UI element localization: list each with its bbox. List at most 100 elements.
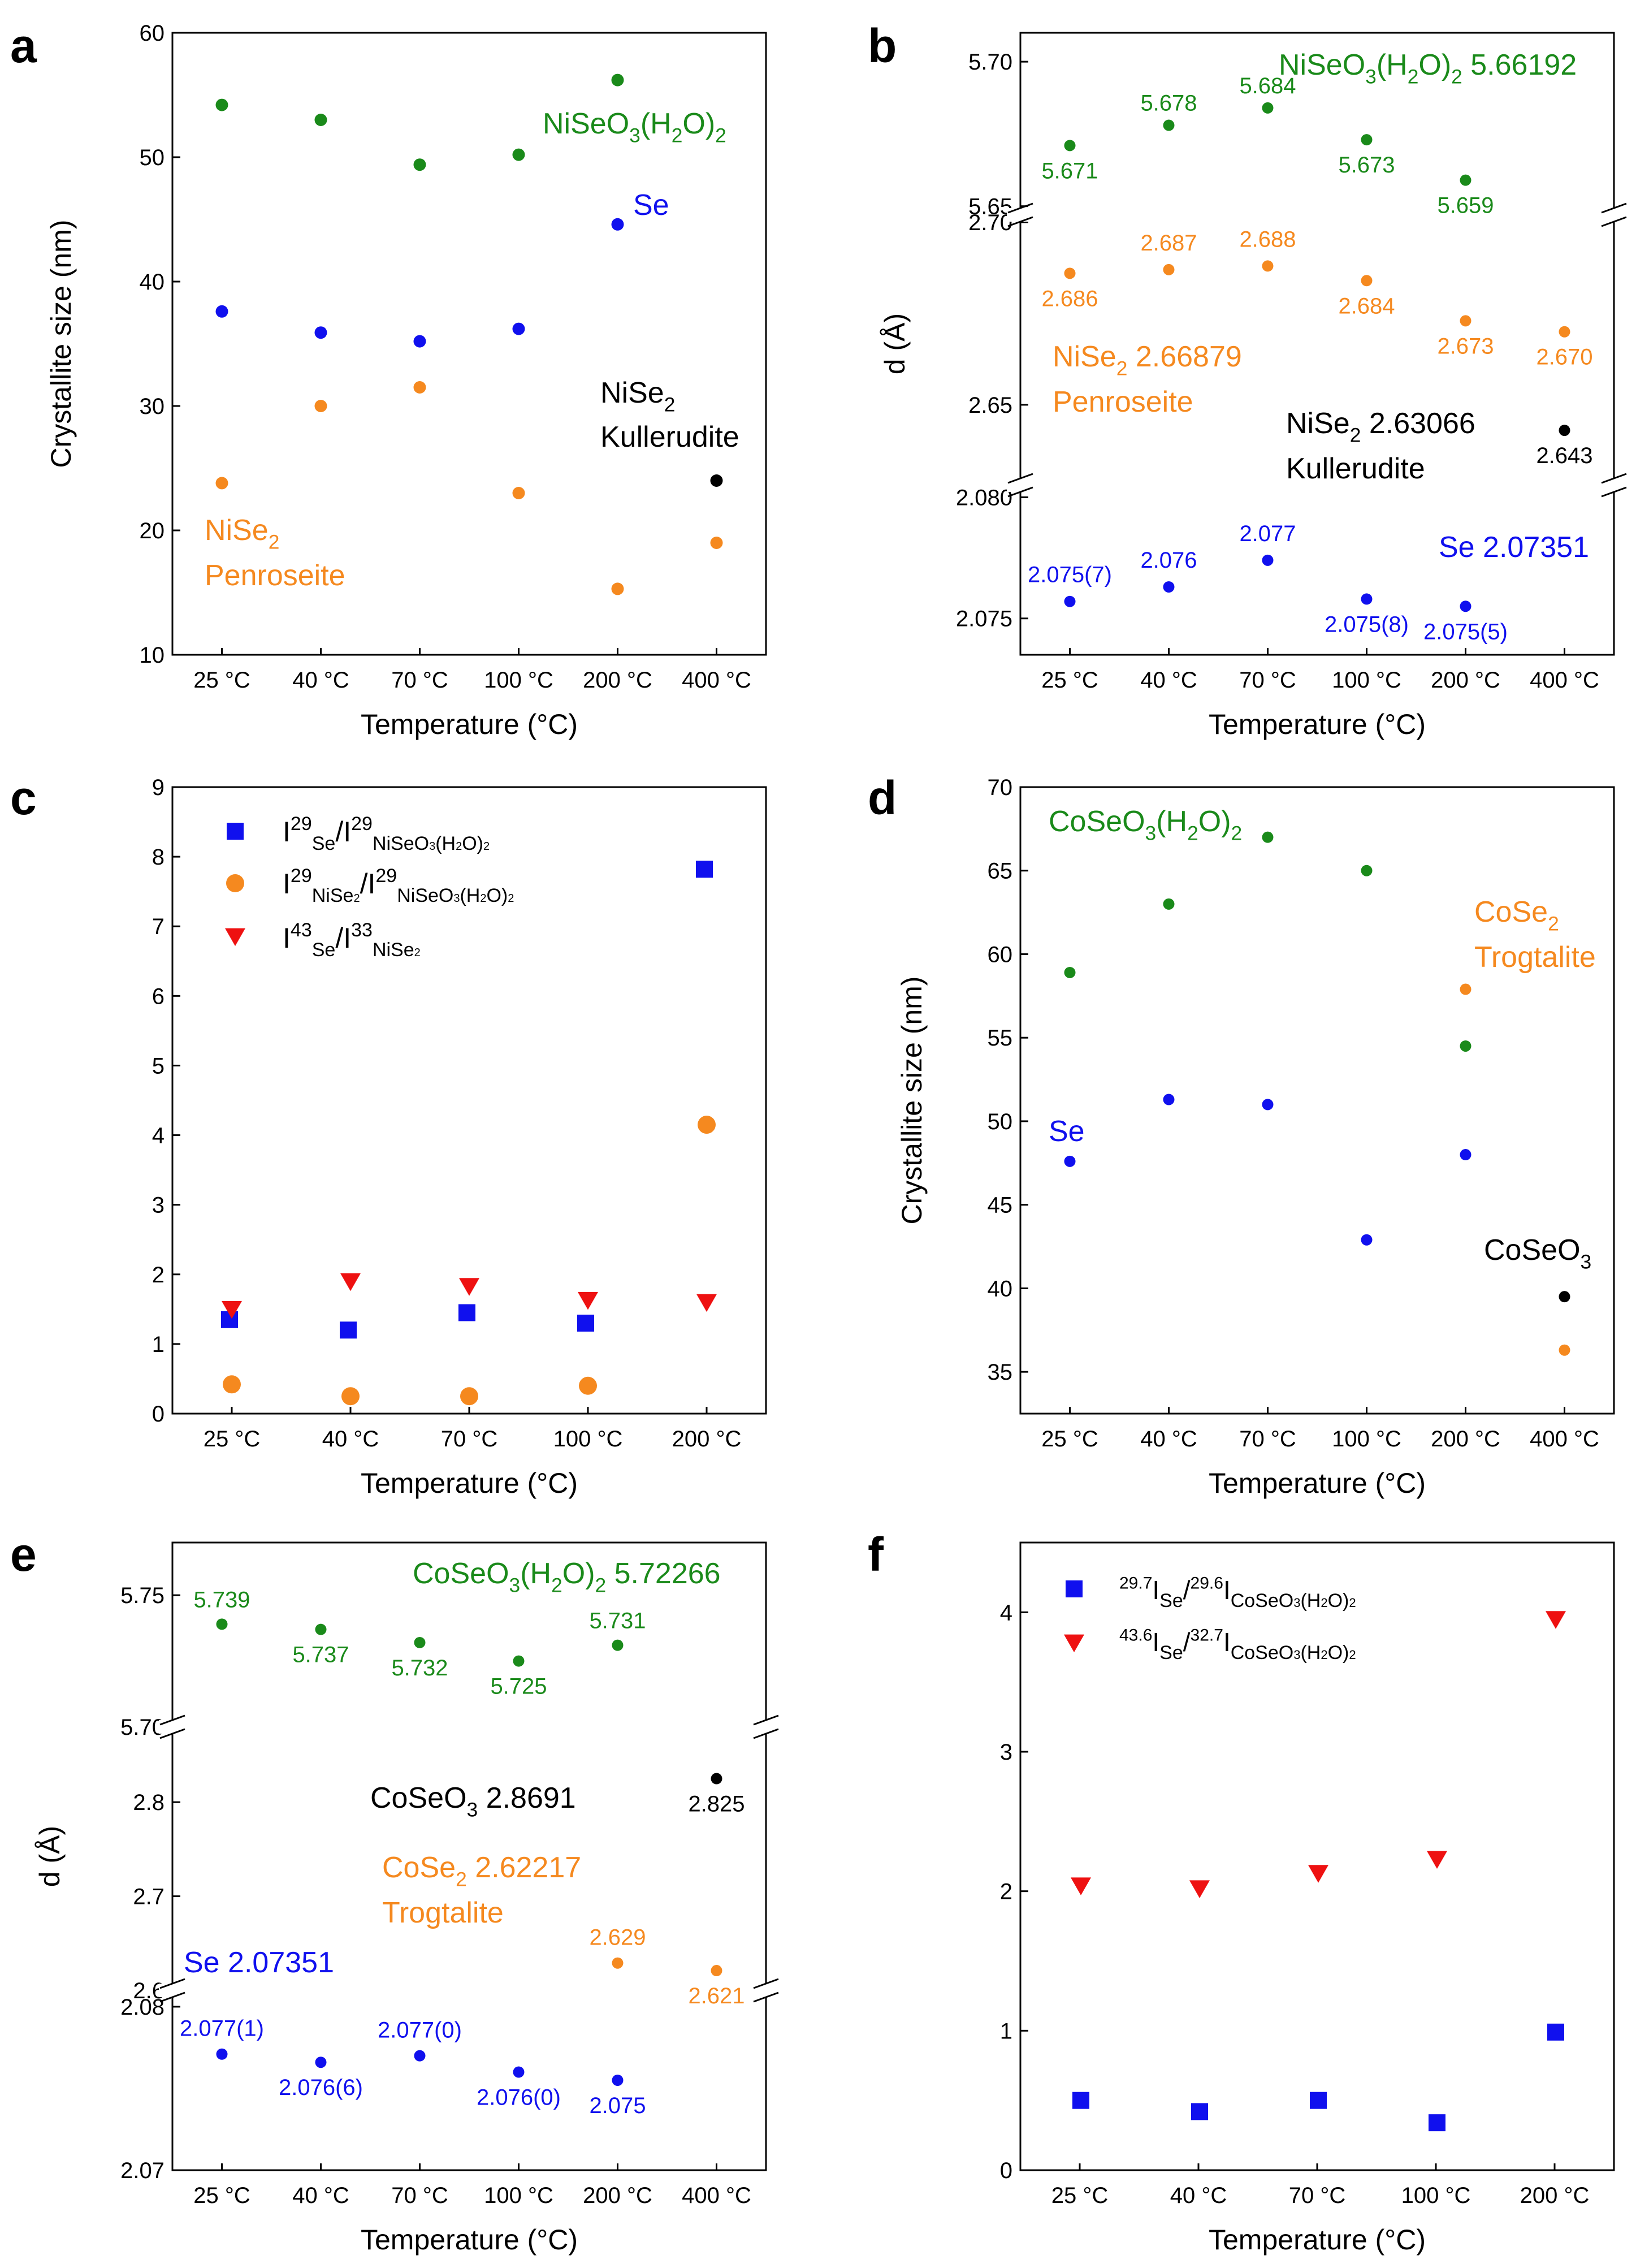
- data-label-e: 2.629: [589, 1925, 646, 1950]
- x-tick-label-e: 400 °C: [682, 2183, 751, 2208]
- data-point-d: [1262, 831, 1274, 843]
- y-tick-label-c: 1: [152, 1332, 165, 1357]
- data-point-d: [1559, 1344, 1570, 1356]
- data-point-a: [611, 74, 624, 87]
- data-point-e: [315, 1623, 327, 1635]
- data-point-b: [1163, 263, 1175, 275]
- data-point-b: [1361, 134, 1373, 146]
- legend-label-c-3: I43Se/I33NiSe2: [283, 919, 421, 961]
- x-tick-label-b: 25 °C: [1041, 668, 1098, 693]
- data-point-c: [696, 861, 713, 878]
- data-label-b: 2.076: [1140, 548, 1197, 573]
- x-tick-label-a: 400 °C: [682, 668, 751, 693]
- y-tick-label-a: 50: [140, 145, 165, 170]
- x-tick-label-b: 100 °C: [1332, 668, 1401, 693]
- panel-d: d 35 40 45 50 55 60 65 70 25 °C 40 °C 70 °C 100 °C 20…: [868, 771, 1615, 1499]
- annotation-e-orange2: Trogtalite: [382, 1897, 504, 1929]
- axis-break-mark: [1601, 486, 1627, 498]
- legend-label-f-2: 43.6ISe/32.7ICoSeO3(H2O)2: [1119, 1626, 1356, 1664]
- data-label-b: 5.684: [1239, 74, 1296, 98]
- legend-marker-c: [225, 928, 245, 947]
- x-tick-label-a: 100 °C: [484, 668, 553, 693]
- data-label-e: 2.075: [589, 2093, 646, 2118]
- data-point-e: [612, 1957, 624, 1969]
- annotation-b-black2: Kullerudite: [1286, 452, 1425, 485]
- annotation-a-black2: Kullerudite: [600, 421, 739, 453]
- y-tick-label-a: 20: [140, 519, 165, 543]
- x-tick-label-c: 100 °C: [553, 1427, 623, 1451]
- data-point-f: [1427, 1851, 1447, 1869]
- data-point-d: [1460, 983, 1471, 995]
- data-point-a: [611, 582, 624, 595]
- data-point-b: [1361, 593, 1373, 605]
- data-point-a: [314, 400, 327, 412]
- y-tick-label-d: 35: [988, 1360, 1013, 1385]
- data-point-c: [579, 1376, 597, 1395]
- x-tick-label-f: 25 °C: [1051, 2183, 1109, 2208]
- x-tick-label-b: 200 °C: [1431, 668, 1500, 693]
- x-tick-label-c: 40 °C: [322, 1427, 379, 1451]
- y-tick-label-a: 10: [140, 643, 165, 668]
- data-point-c: [340, 1321, 357, 1339]
- data-point-a: [512, 487, 525, 499]
- data-point-c: [458, 1304, 475, 1321]
- y-axis-title-e: d (Å): [34, 1826, 66, 1887]
- data-label-b: 5.659: [1437, 193, 1494, 218]
- x-tick-label-d: 70 °C: [1239, 1427, 1296, 1451]
- x-axis-title-b: Temperature (°C): [1209, 709, 1426, 740]
- legend-marker-f: [1064, 1634, 1084, 1653]
- panel-letter-d: d: [868, 771, 897, 824]
- data-point-c: [577, 1314, 594, 1332]
- axis-break-mask: [159, 1984, 186, 1997]
- y-tick-label-a: 30: [140, 394, 165, 419]
- data-label-b: 2.670: [1536, 345, 1592, 370]
- data-point-d: [1064, 1155, 1076, 1167]
- y-tick-label-b: 5.70: [968, 50, 1012, 75]
- x-tick-label-c: 70 °C: [441, 1427, 498, 1451]
- x-tick-label-a: 70 °C: [391, 668, 448, 693]
- data-point-c: [460, 1387, 478, 1406]
- y-tick-label-d: 65: [988, 859, 1013, 884]
- axis-break-mark: [1601, 473, 1627, 484]
- data-point-a: [413, 158, 426, 171]
- data-point-f: [1072, 2092, 1089, 2109]
- data-point-d: [1361, 865, 1373, 876]
- y-tick-label-d: 55: [988, 1026, 1013, 1051]
- x-tick-label-e: 100 °C: [484, 2183, 553, 2208]
- x-tick-label-f: 100 °C: [1401, 2183, 1471, 2208]
- x-tick-label-b: 70 °C: [1239, 668, 1296, 693]
- data-point-a: [314, 114, 327, 126]
- annotation-d-orange1: CoSe2: [1474, 896, 1559, 935]
- x-tick-label-b: 40 °C: [1140, 668, 1197, 693]
- annotation-b-green1: NiSeO3(H2O)2 5.66192: [1279, 49, 1577, 88]
- data-point-b: [1163, 119, 1175, 131]
- data-label-b: 2.688: [1239, 227, 1296, 252]
- axis-break-mark: [753, 1728, 779, 1739]
- data-point-d: [1163, 898, 1175, 910]
- panel-c: c 0 1 2 3 4 5 6 7 8 9 25 °C 40 °C 70 °C 100 °C 200 °C Te…: [10, 771, 767, 1499]
- data-point-f: [1547, 2023, 1564, 2041]
- data-label-b: 2.686: [1041, 286, 1098, 311]
- annotation-d-blue: Se: [1049, 1115, 1085, 1148]
- data-label-b: 2.643: [1536, 443, 1592, 468]
- data-label-e: 5.732: [391, 1656, 448, 1681]
- annotation-b-blue1: Se 2.07351: [1439, 531, 1589, 564]
- axis-break-mask: [752, 1720, 780, 1734]
- x-axis-title-f: Temperature (°C): [1209, 2224, 1426, 2256]
- data-point-b: [1064, 267, 1076, 279]
- legend-label-c-2: I29NiSe2/I29NiSeO3(H2O)2: [283, 865, 514, 906]
- axis-break-mask: [752, 1984, 780, 1997]
- data-point-b: [1559, 425, 1570, 437]
- data-point-e: [711, 1773, 722, 1785]
- annotation-a-orange1: NiSe2: [205, 514, 279, 554]
- data-point-c: [340, 1273, 361, 1291]
- y-tick-label-e: 5.75: [120, 1583, 165, 1608]
- annotation-a-black1: NiSe2: [600, 377, 675, 416]
- y-tick-label-c: 3: [152, 1193, 165, 1218]
- y-tick-label-c: 5: [152, 1053, 165, 1078]
- data-point-b: [1559, 326, 1570, 338]
- y-tick-label-d: 70: [988, 775, 1013, 800]
- annotation-a-orange2: Penroseite: [205, 559, 345, 592]
